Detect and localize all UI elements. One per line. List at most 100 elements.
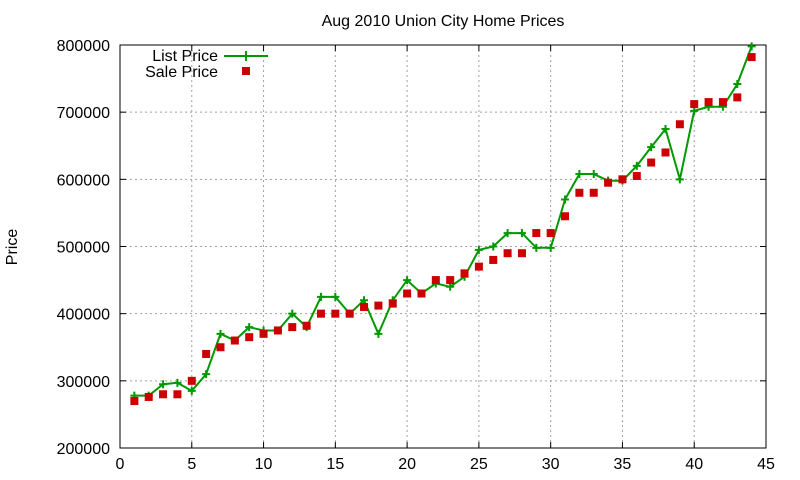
sale-price-point: [259, 329, 268, 338]
list-price-point: [589, 169, 598, 178]
sale-price-point: [374, 301, 383, 310]
sale-price-point: [417, 289, 426, 298]
sale-price-point: [202, 349, 211, 358]
x-tick-label: 5: [187, 456, 196, 473]
list-price-point: [489, 242, 498, 251]
sale-price-point: [316, 309, 325, 318]
chart-title: Aug 2010 Union City Home Prices: [322, 13, 565, 30]
x-tick-label: 35: [614, 456, 632, 473]
axis-ticks: [119, 44, 767, 449]
sale-price-point: [230, 336, 239, 345]
sale-price-point: [561, 212, 570, 221]
x-tick-label: 25: [470, 456, 488, 473]
sale-price-point: [733, 93, 742, 102]
sale-price-point: [331, 309, 340, 318]
legend: List Price Sale Price: [145, 48, 268, 81]
y-tick-label: 800000: [57, 38, 110, 55]
sale-price-point: [604, 178, 613, 187]
sale-price-point: [187, 376, 196, 385]
list-price-point: [360, 296, 369, 305]
list-price-point: [747, 42, 756, 51]
x-tick-label: 40: [685, 456, 703, 473]
y-tick-label: 200000: [57, 441, 110, 458]
x-tick-label: 45: [757, 456, 775, 473]
sale-price-point: [704, 98, 713, 107]
sale-price-point: [517, 249, 526, 258]
y-tick-label: 300000: [57, 374, 110, 391]
list-price-point: [374, 329, 383, 338]
y-tick-label: 700000: [57, 105, 110, 122]
x-tick-label: 10: [255, 456, 273, 473]
sale-price-point: [589, 188, 598, 197]
sale-price-point: [474, 262, 483, 271]
series: [130, 42, 756, 405]
sale-price-point: [302, 321, 311, 330]
y-axis-label: Price: [4, 229, 21, 266]
list-price-point: [288, 309, 297, 318]
list-price-point: [446, 282, 455, 291]
list-price-point: [331, 292, 340, 301]
sale-price-point: [245, 333, 254, 342]
legend-marker-list-price: [241, 51, 251, 61]
y-tick-label: 400000: [57, 307, 110, 324]
sale-price-point: [747, 53, 756, 62]
sale-price-point: [273, 326, 282, 335]
sale-price-point: [647, 158, 656, 167]
y-tick-label: 500000: [57, 240, 110, 257]
sale-price-point: [130, 396, 139, 405]
sale-price-point: [159, 390, 168, 399]
list-price-point: [647, 143, 656, 152]
sale-price-point: [575, 188, 584, 197]
list-price-point: [733, 79, 742, 88]
x-tick-label: 15: [326, 456, 344, 473]
list-price-point: [561, 195, 570, 204]
sale-price-point: [690, 100, 699, 109]
list-price-point: [216, 329, 225, 338]
y-tick-label: 600000: [57, 172, 110, 189]
sale-price-point: [388, 299, 397, 308]
list-price-point: [403, 276, 412, 285]
sale-price-point: [661, 148, 670, 157]
legend-marker-sale-price: [242, 67, 250, 75]
legend-label-list-price: List Price: [152, 48, 218, 65]
list-price-point: [202, 370, 211, 379]
list-price-point: [632, 161, 641, 170]
sale-price-point: [345, 309, 354, 318]
sale-price-point: [360, 302, 369, 311]
x-tick-label: 0: [116, 456, 125, 473]
y-tick-labels: 200000 300000 400000 500000 600000 700000 8000…: [57, 38, 110, 458]
sale-price-point: [632, 171, 641, 180]
list-price-point: [675, 175, 684, 184]
sale-price-point: [216, 343, 225, 352]
sale-price-point: [446, 276, 455, 285]
list-price-point: [532, 243, 541, 252]
sale-price-point: [460, 269, 469, 278]
list-price-point: [546, 243, 555, 252]
sale-price-point: [489, 255, 498, 264]
sale-price-point: [144, 392, 153, 401]
list-price-point: [159, 380, 168, 389]
list-price-point: [690, 106, 699, 115]
list-price-point: [575, 169, 584, 178]
x-tick-label: 30: [542, 456, 560, 473]
sale-price-point: [503, 249, 512, 258]
sale-price-point: [431, 276, 440, 285]
x-tick-labels: 0 5 10 15 20 25 30 35 40 45: [116, 456, 775, 473]
list-price-point: [316, 292, 325, 301]
list-price-point: [517, 229, 526, 238]
list-price-point: [245, 323, 254, 332]
list-price-point: [503, 229, 512, 238]
x-tick-label: 20: [398, 456, 416, 473]
sale-price-point: [546, 229, 555, 238]
sale-price-point: [403, 289, 412, 298]
grid: [120, 45, 766, 448]
sale-price-point: [675, 120, 684, 129]
list-price-point: [187, 386, 196, 395]
list-price-point: [474, 245, 483, 254]
sale-price-point: [618, 175, 627, 184]
list-price-point: [661, 124, 670, 133]
list-price-point: [173, 378, 182, 387]
sale-price-point: [532, 229, 541, 238]
sale-price-point: [173, 390, 182, 399]
